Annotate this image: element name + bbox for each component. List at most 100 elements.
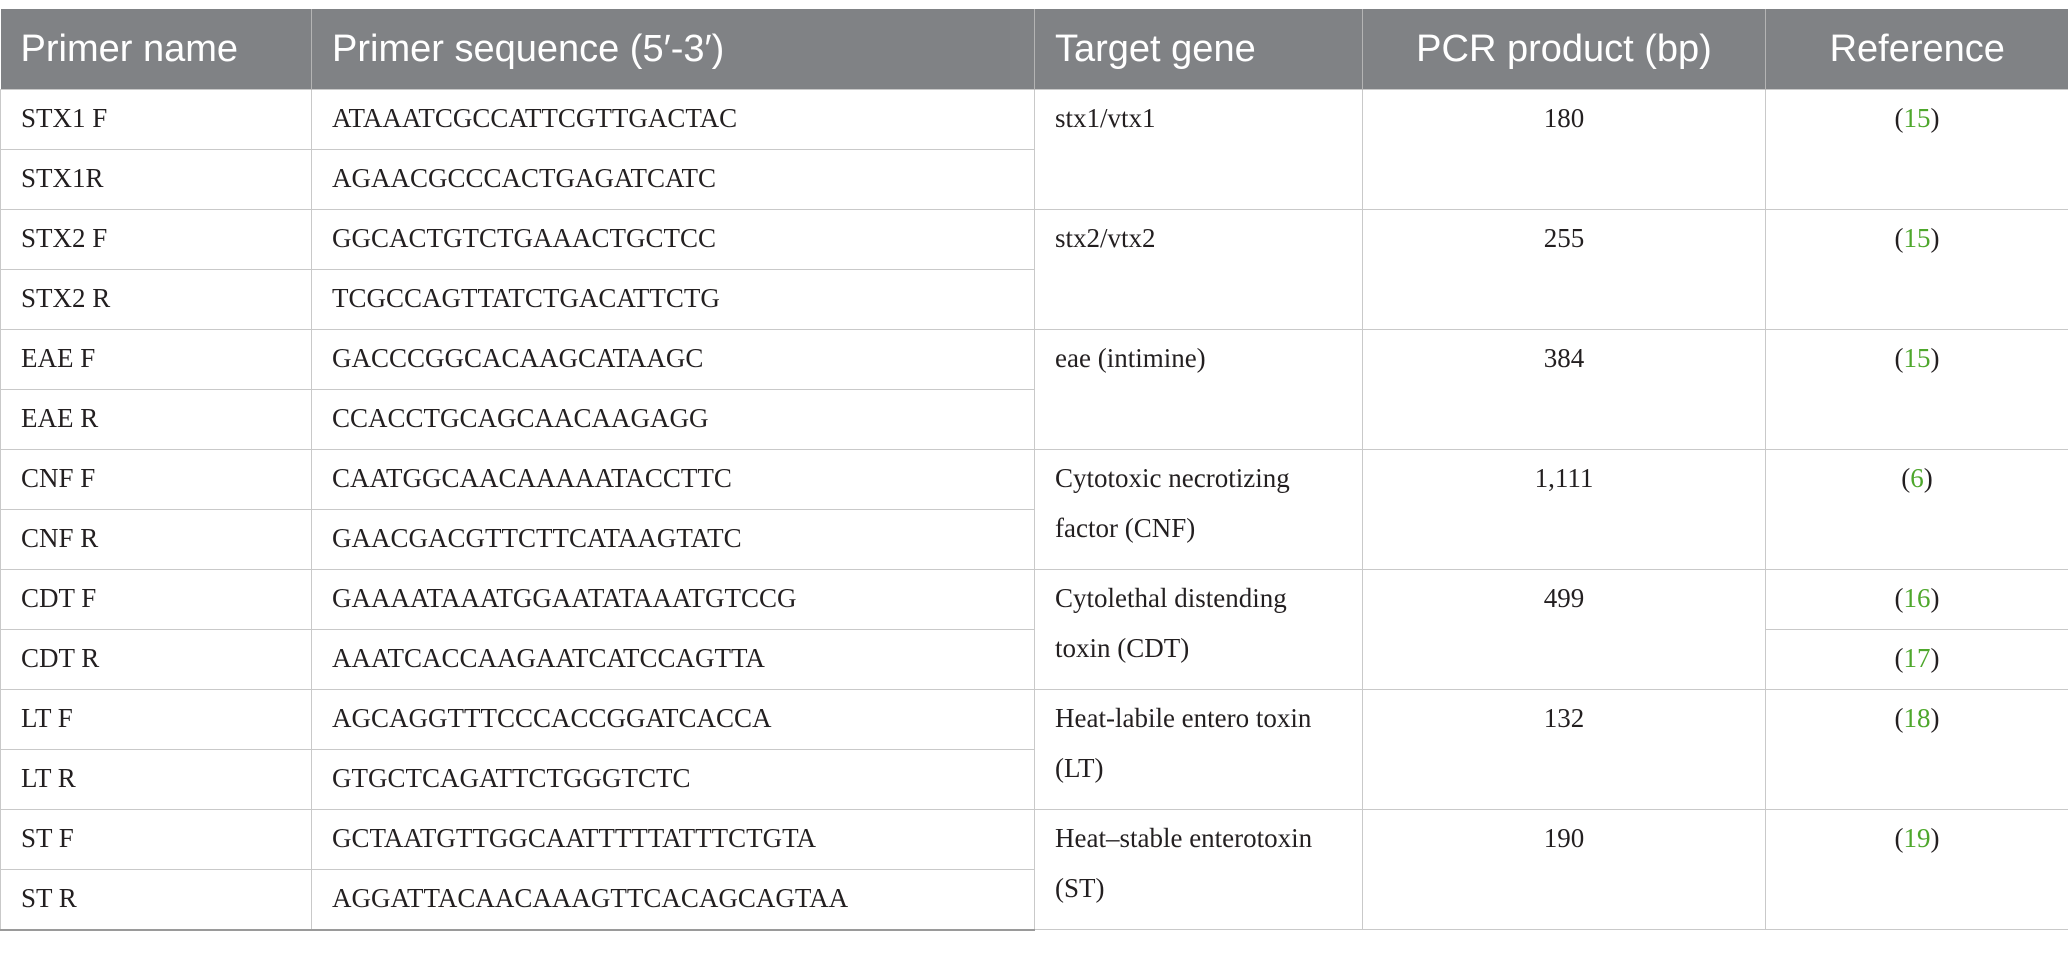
table-row: CDT R AAATCACCAAGAATCATCCAGTTA (17) [0,629,2068,690]
target-gene-text-line1: Cytolethal distending [1055,583,1287,613]
target-gene-cell: Cytotoxic necrotizing factor (CNF) [1034,449,1363,570]
header-primer-name: Primer name [0,9,312,90]
ref-close-paren: ) [1930,103,1940,133]
table-row: LT F AGCAGGTTTCCCACCGGATCACCA Heat-labil… [0,689,2068,810]
ref-close-paren: ) [1930,343,1940,373]
target-gene-cell: eae (intimine) [1034,329,1363,450]
primer-name-cell: STX2 F [0,209,312,270]
ref-open-paren: ( [1894,643,1904,673]
primer-sequence-cell: GAAAATAAATGGAATATAAATGTCCG [311,569,1035,630]
primer-sequence-cell: GCTAATGTTGGCAATTTTTATTTCTGTA [311,809,1035,870]
reference-cell: (15) [1765,89,2068,210]
primer-sequence-cell: CCACCTGCAGCAACAAGAGG [311,389,1035,450]
target-gene-text-line1: Heat-labile entero toxin [1055,703,1312,733]
target-gene-cell: stx1/vtx1 [1034,89,1363,210]
reference-cell: (19) [1765,809,2068,930]
target-gene-text: stx1/vtx1 [1055,103,1156,133]
ref-close-paren: ) [1930,583,1940,613]
target-gene-text-line1: Cytotoxic necrotizing [1055,463,1290,493]
target-gene-text-line2: (ST) [1055,873,1105,903]
target-gene-text: eae (intimine) [1055,343,1206,373]
primer-sequence-cell: GAACGACGTTCTTCATAAGTATC [311,509,1035,570]
header-primer-sequence: Primer sequence (5′-3′) [311,9,1035,90]
reference-cell: (15) [1765,209,2068,330]
primer-sequence-cell: GACCCGGCACAAGCATAAGC [311,329,1035,390]
ref-open-paren: ( [1894,343,1904,373]
target-gene-cell: Cytolethal distending toxin (CDT) [1034,569,1363,690]
primer-sequence-cell: AGGATTACAACAAAGTTCACAGCAGTAA [311,869,1035,931]
primer-sequence-cell: AAATCACCAAGAATCATCCAGTTA [311,629,1035,690]
ref-close-paren: ) [1930,703,1940,733]
primer-name-cell: STX1R [0,149,312,210]
reference-link[interactable]: 15 [1903,223,1931,253]
primer-name-cell: CDT F [0,569,312,630]
target-gene-cell: Heat-labile entero toxin (LT) [1034,689,1363,810]
table-row: STX1R AGAACGCCCACTGAGATCATC [0,149,2068,210]
header-pcr-product: PCR product (bp) [1362,9,1766,90]
target-gene-text-line2: toxin (CDT) [1055,633,1190,663]
table-row: CDT F GAAAATAAATGGAATATAAATGTCCG Cytolet… [0,569,2068,690]
ref-close-paren: ) [1930,223,1940,253]
pcr-product-cell: 190 [1362,809,1766,930]
reference-cell: (15) [1765,329,2068,450]
primer-name-cell: CNF R [0,509,312,570]
pcr-product-cell: 384 [1362,329,1766,450]
target-gene-text: stx2/vtx2 [1055,223,1156,253]
reference-link[interactable]: 6 [1910,463,1924,493]
ref-open-paren: ( [1894,583,1904,613]
primer-sequence-cell: CAATGGCAACAAAAATACCTTC [311,449,1035,510]
primer-name-cell: EAE F [0,329,312,390]
reference-cell: (6) [1765,449,2068,570]
reference-cell: (17) [1765,629,2068,690]
table-row: ST F GCTAATGTTGGCAATTTTTATTTCTGTA Heat–s… [0,809,2068,930]
primer-name-cell: ST R [0,869,312,931]
target-gene-text-line2: (LT) [1055,753,1104,783]
ref-open-paren: ( [1901,463,1911,493]
primer-name-cell: STX2 R [0,269,312,330]
target-gene-cell: stx2/vtx2 [1034,209,1363,330]
ref-close-paren: ) [1923,463,1933,493]
pcr-product-cell: 132 [1362,689,1766,810]
primer-table-container: Primer name Primer sequence (5′-3′) Targ… [0,9,2068,931]
reference-link[interactable]: 15 [1903,343,1931,373]
ref-open-paren: ( [1894,223,1904,253]
primer-sequence-cell: GGCACTGTCTGAAACTGCTCC [311,209,1035,270]
table-row: EAE F GACCCGGCACAAGCATAAGC eae (intimine… [0,329,2068,450]
table-row: CNF F CAATGGCAACAAAAATACCTTC Cytotoxic n… [0,449,2068,570]
reference-cell: (18) [1765,689,2068,810]
ref-open-paren: ( [1894,823,1904,853]
reference-link[interactable]: 15 [1903,103,1931,133]
ref-close-paren: ) [1930,643,1940,673]
ref-open-paren: ( [1894,103,1904,133]
primer-name-cell: LT R [0,749,312,810]
reference-link[interactable]: 17 [1903,643,1931,673]
table-row: STX1 F ATAAATCGCCATTCGTTGACTAC stx1/vtx1… [0,89,2068,210]
reference-link[interactable]: 16 [1903,583,1931,613]
primer-name-cell: LT F [0,689,312,750]
target-gene-cell: Heat–stable enterotoxin (ST) [1034,809,1363,930]
pcr-product-cell: 1,111 [1362,449,1766,570]
primer-sequence-cell: AGAACGCCCACTGAGATCATC [311,149,1035,210]
pcr-product-cell: 255 [1362,209,1766,330]
primer-table: Primer name Primer sequence (5′-3′) Targ… [0,9,2068,931]
table-row: LT R GTGCTCAGATTCTGGGTCTC [0,749,2068,810]
reference-link[interactable]: 19 [1903,823,1931,853]
target-gene-text-line2: factor (CNF) [1055,513,1196,543]
table-row: STX2 F GGCACTGTCTGAAACTGCTCC stx2/vtx2 2… [0,209,2068,330]
pcr-product-cell: 180 [1362,89,1766,210]
table-row: ST R AGGATTACAACAAAGTTCACAGCAGTAA [0,869,2068,931]
ref-open-paren: ( [1894,703,1904,733]
primer-name-cell: EAE R [0,389,312,450]
primer-name-cell: CNF F [0,449,312,510]
primer-name-cell: STX1 F [0,89,312,150]
primer-name-cell: CDT R [0,629,312,690]
header-reference: Reference [1765,9,2068,90]
target-gene-text-line1: Heat–stable enterotoxin [1055,823,1313,853]
pcr-product-cell: 499 [1362,569,1766,690]
primer-sequence-cell: AGCAGGTTTCCCACCGGATCACCA [311,689,1035,750]
primer-sequence-cell: GTGCTCAGATTCTGGGTCTC [311,749,1035,810]
ref-close-paren: ) [1930,823,1940,853]
reference-link[interactable]: 18 [1903,703,1931,733]
reference-cell: (16) [1765,569,2068,630]
table-row: CNF R GAACGACGTTCTTCATAAGTATC [0,509,2068,570]
